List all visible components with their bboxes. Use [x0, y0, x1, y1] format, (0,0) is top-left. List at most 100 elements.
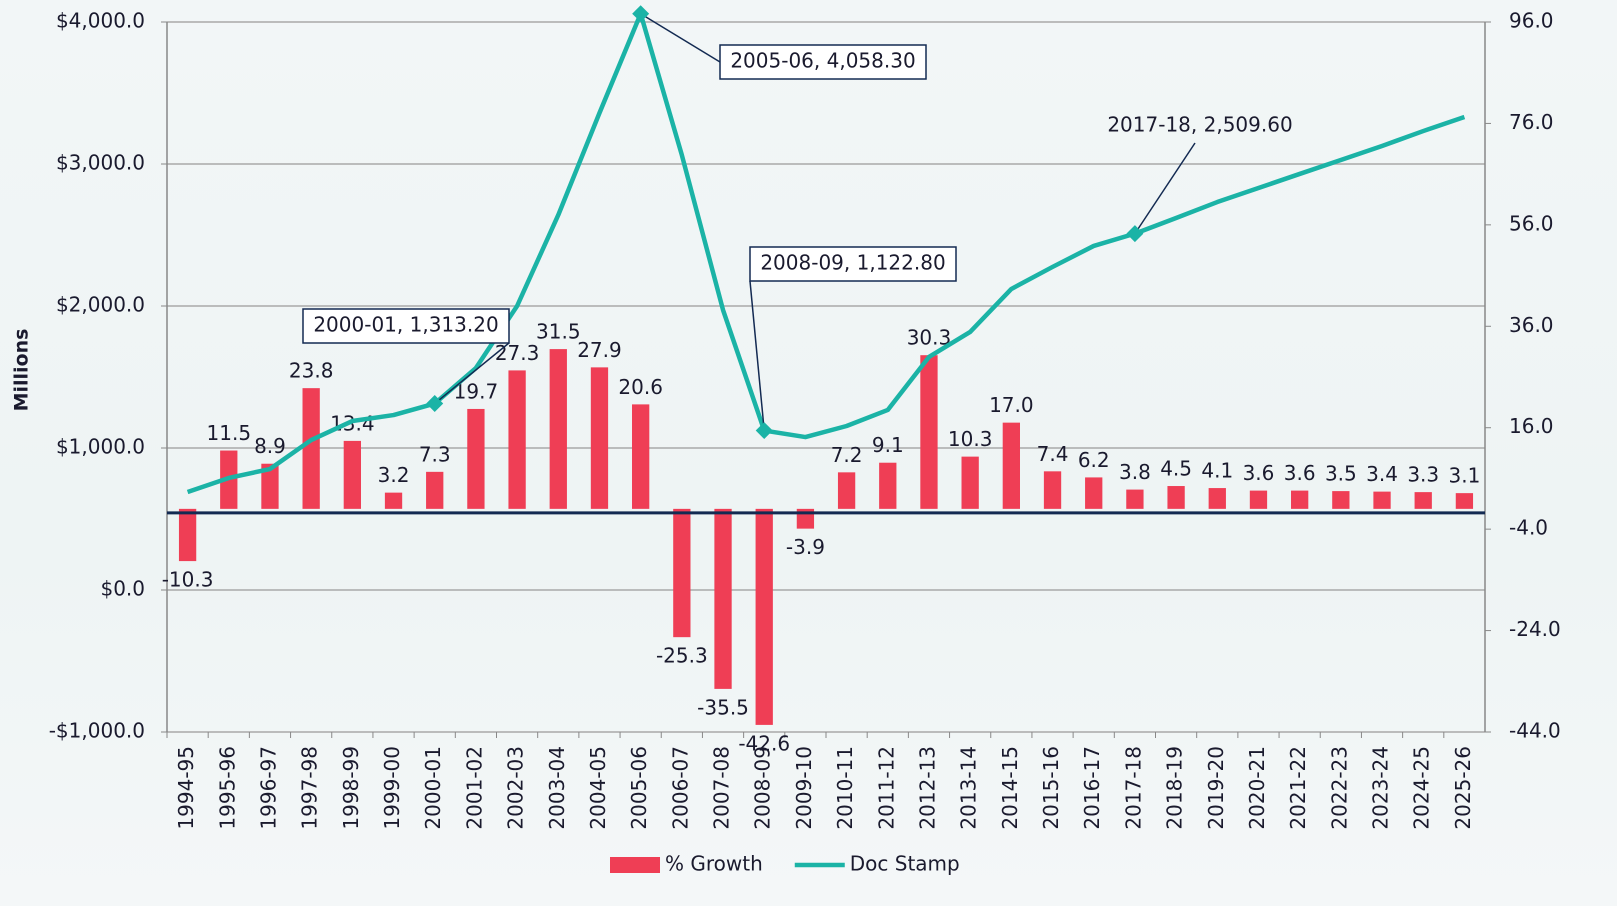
y2-tick-label: -44.0	[1509, 719, 1561, 743]
bar	[1250, 491, 1267, 509]
x-tick-label: 2015-16	[1039, 746, 1063, 830]
chart: Millions -$1,000.0$0.0$1,000.0$2,000.0$3…	[0, 0, 1617, 906]
bar	[508, 370, 525, 508]
x-tick-label: 2006-07	[668, 746, 692, 830]
data-label: 7.3	[419, 442, 451, 466]
y-tick-label: $0.0	[100, 577, 145, 601]
annotation: 2005-06, 4,058.30	[730, 49, 915, 73]
x-tick-label: 2021-22	[1286, 746, 1310, 830]
x-tick-label: 2001-02	[462, 746, 486, 830]
data-label: 3.2	[378, 463, 410, 487]
bar	[1332, 491, 1349, 509]
y2-tick-label: 56.0	[1509, 211, 1554, 235]
x-tick-label: 2013-14	[957, 746, 981, 830]
y-tick-label: -$1,000.0	[49, 719, 145, 743]
bar	[879, 463, 896, 509]
data-label: 3.4	[1366, 462, 1398, 486]
x-tick-label: 2000-01	[421, 746, 445, 830]
legend-swatch	[610, 857, 660, 873]
annotation-marker	[632, 5, 649, 22]
x-tick-label: 2017-18	[1121, 746, 1145, 830]
bar	[1373, 492, 1390, 509]
x-tick-label: 2018-19	[1163, 746, 1187, 830]
bar	[1085, 477, 1102, 508]
bar	[673, 509, 690, 637]
annotation: 2017-18, 2,509.60	[1107, 113, 1292, 137]
bar	[756, 509, 773, 725]
data-label: -35.5	[697, 695, 749, 719]
y2-tick-label: 16.0	[1509, 414, 1554, 438]
x-tick-label: 2016-17	[1080, 746, 1104, 830]
annotation-marker	[1126, 225, 1143, 242]
data-label: 23.8	[289, 359, 334, 383]
data-label: 4.1	[1201, 459, 1233, 483]
x-tick-label: 2019-20	[1204, 746, 1228, 830]
data-label: 11.5	[207, 421, 252, 445]
x-tick-label: 1995-96	[215, 746, 239, 830]
x-tick-label: 2025-26	[1451, 746, 1475, 830]
data-label: 27.3	[495, 341, 540, 365]
bar	[1003, 423, 1020, 509]
data-label: -10.3	[162, 568, 214, 592]
bar	[1415, 492, 1432, 509]
bar	[714, 509, 731, 689]
x-tick-label: 2008-09	[751, 746, 775, 830]
data-label: 17.0	[989, 393, 1034, 417]
x-tick-label: 2003-04	[545, 746, 569, 830]
y-axis-label: Millions	[11, 329, 33, 412]
x-tick-label: 2010-11	[833, 746, 857, 830]
y2-tick-label: 76.0	[1509, 110, 1554, 134]
y-tick-label: $4,000.0	[56, 9, 145, 33]
data-label: 3.3	[1407, 463, 1439, 487]
x-tick-label: 2004-05	[586, 746, 610, 830]
bar	[920, 355, 937, 509]
x-tick-label: 2009-10	[792, 746, 816, 830]
data-label: 8.9	[254, 434, 286, 458]
bar	[632, 404, 649, 508]
bar	[1209, 488, 1226, 509]
annotation: 2008-09, 1,122.80	[760, 251, 945, 275]
y2-tick-label: 96.0	[1509, 9, 1554, 33]
bar	[838, 472, 855, 509]
x-tick-label: 2014-15	[998, 746, 1022, 830]
y-tick-label: $2,000.0	[56, 293, 145, 317]
x-tick-label: 2012-13	[915, 746, 939, 830]
data-label: 6.2	[1078, 448, 1110, 472]
data-label: 3.6	[1284, 461, 1316, 485]
data-label: 9.1	[872, 433, 904, 457]
bar	[962, 457, 979, 509]
bar	[303, 388, 320, 509]
data-label: 3.8	[1119, 460, 1151, 484]
data-label: 10.3	[948, 427, 993, 451]
x-tick-label: 2002-03	[504, 746, 528, 830]
x-tick-label: 1999-00	[380, 746, 404, 830]
x-tick-label: 1998-99	[339, 746, 363, 830]
x-tick-label: 1996-97	[256, 746, 280, 830]
data-label: 7.2	[831, 443, 863, 467]
x-tick-label: 2005-06	[627, 746, 651, 830]
bar	[1167, 486, 1184, 509]
bar	[467, 409, 484, 509]
x-tick-label: 2011-12	[874, 746, 898, 830]
data-label: -42.6	[738, 731, 790, 755]
bar	[1291, 491, 1308, 509]
x-tick-label: 2020-21	[1245, 746, 1269, 830]
x-tick-label: 2023-24	[1369, 746, 1393, 830]
data-label: 3.5	[1325, 462, 1357, 486]
bar	[179, 509, 196, 561]
data-label: 20.6	[618, 375, 663, 399]
y2-tick-label: 36.0	[1509, 313, 1554, 337]
annotation: 2000-01, 1,313.20	[313, 313, 498, 337]
legend-label: Doc Stamp	[850, 852, 960, 876]
x-tick-label: 1997-98	[298, 746, 322, 830]
x-tick-label: 1994-95	[174, 746, 198, 830]
data-label: 27.9	[577, 338, 622, 362]
bar	[385, 493, 402, 509]
bar	[1456, 493, 1473, 509]
bar	[591, 367, 608, 508]
bar	[550, 349, 567, 509]
y2-tick-label: -24.0	[1509, 617, 1561, 641]
bar	[1044, 471, 1061, 509]
data-label: 3.6	[1243, 461, 1275, 485]
data-label: -3.9	[786, 535, 825, 559]
